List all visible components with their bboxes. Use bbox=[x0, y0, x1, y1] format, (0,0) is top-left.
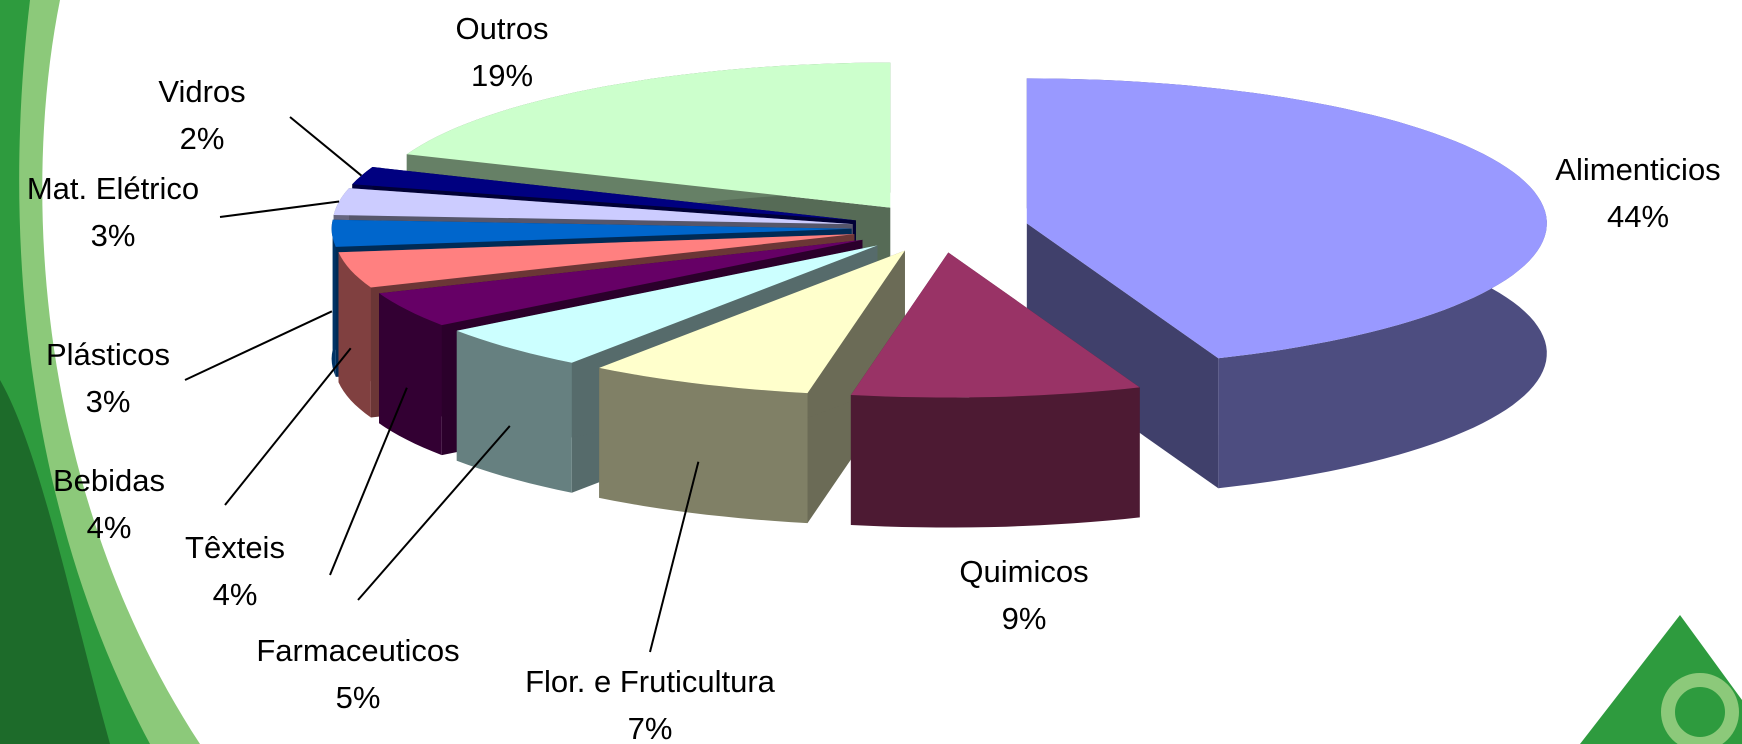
slice-top bbox=[1026, 78, 1547, 359]
value-label: 3% bbox=[91, 218, 136, 253]
slice bbox=[850, 252, 1140, 528]
leader-line bbox=[184, 310, 333, 381]
slice-outer bbox=[456, 330, 572, 493]
category-label: Alimenticios bbox=[1555, 152, 1720, 187]
logo bbox=[1661, 673, 1739, 744]
value-label: 44% bbox=[1607, 199, 1669, 234]
slice-top bbox=[331, 219, 852, 247]
category-label: Mat. Elétrico bbox=[27, 171, 199, 206]
category-label: Vidros bbox=[158, 74, 245, 109]
leader-line bbox=[649, 461, 700, 653]
value-label: 19% bbox=[471, 58, 533, 93]
category-label: Plásticos bbox=[46, 337, 170, 372]
slice-outer bbox=[599, 367, 808, 524]
leader-line bbox=[219, 200, 340, 218]
value-label: 4% bbox=[87, 510, 132, 545]
value-label: 5% bbox=[336, 680, 381, 715]
logo bbox=[1580, 615, 1742, 744]
category-label: Outros bbox=[455, 11, 548, 46]
category-label: Quimicos bbox=[959, 554, 1088, 589]
slice-outer bbox=[331, 219, 336, 377]
slice-outer bbox=[338, 252, 371, 418]
category-label: Farmaceuticos bbox=[256, 633, 459, 668]
value-label: 3% bbox=[86, 384, 131, 419]
slice-top bbox=[456, 245, 878, 363]
slice-top bbox=[338, 234, 855, 288]
category-label: Flor. e Fruticultura bbox=[525, 664, 776, 699]
slice bbox=[599, 250, 905, 524]
slice-outer bbox=[850, 387, 1140, 528]
value-label: 2% bbox=[180, 121, 225, 156]
category-label: Têxteis bbox=[185, 530, 285, 565]
category-label: Bebidas bbox=[53, 463, 165, 498]
slice-top bbox=[850, 252, 1140, 398]
leader-line bbox=[289, 116, 363, 177]
slice-top bbox=[333, 188, 853, 225]
slice-top bbox=[406, 62, 891, 208]
slice bbox=[1026, 78, 1547, 489]
value-label: 4% bbox=[213, 577, 258, 612]
swoosh bbox=[0, 380, 110, 744]
value-label: 7% bbox=[628, 711, 673, 744]
slice-top bbox=[599, 250, 905, 394]
leader-line bbox=[357, 425, 511, 601]
slice-top bbox=[352, 167, 856, 221]
slice-side bbox=[1026, 223, 1219, 489]
leader-line bbox=[224, 347, 352, 506]
value-label: 9% bbox=[1002, 601, 1047, 636]
leader-line bbox=[329, 387, 408, 576]
slice-top bbox=[379, 239, 863, 326]
